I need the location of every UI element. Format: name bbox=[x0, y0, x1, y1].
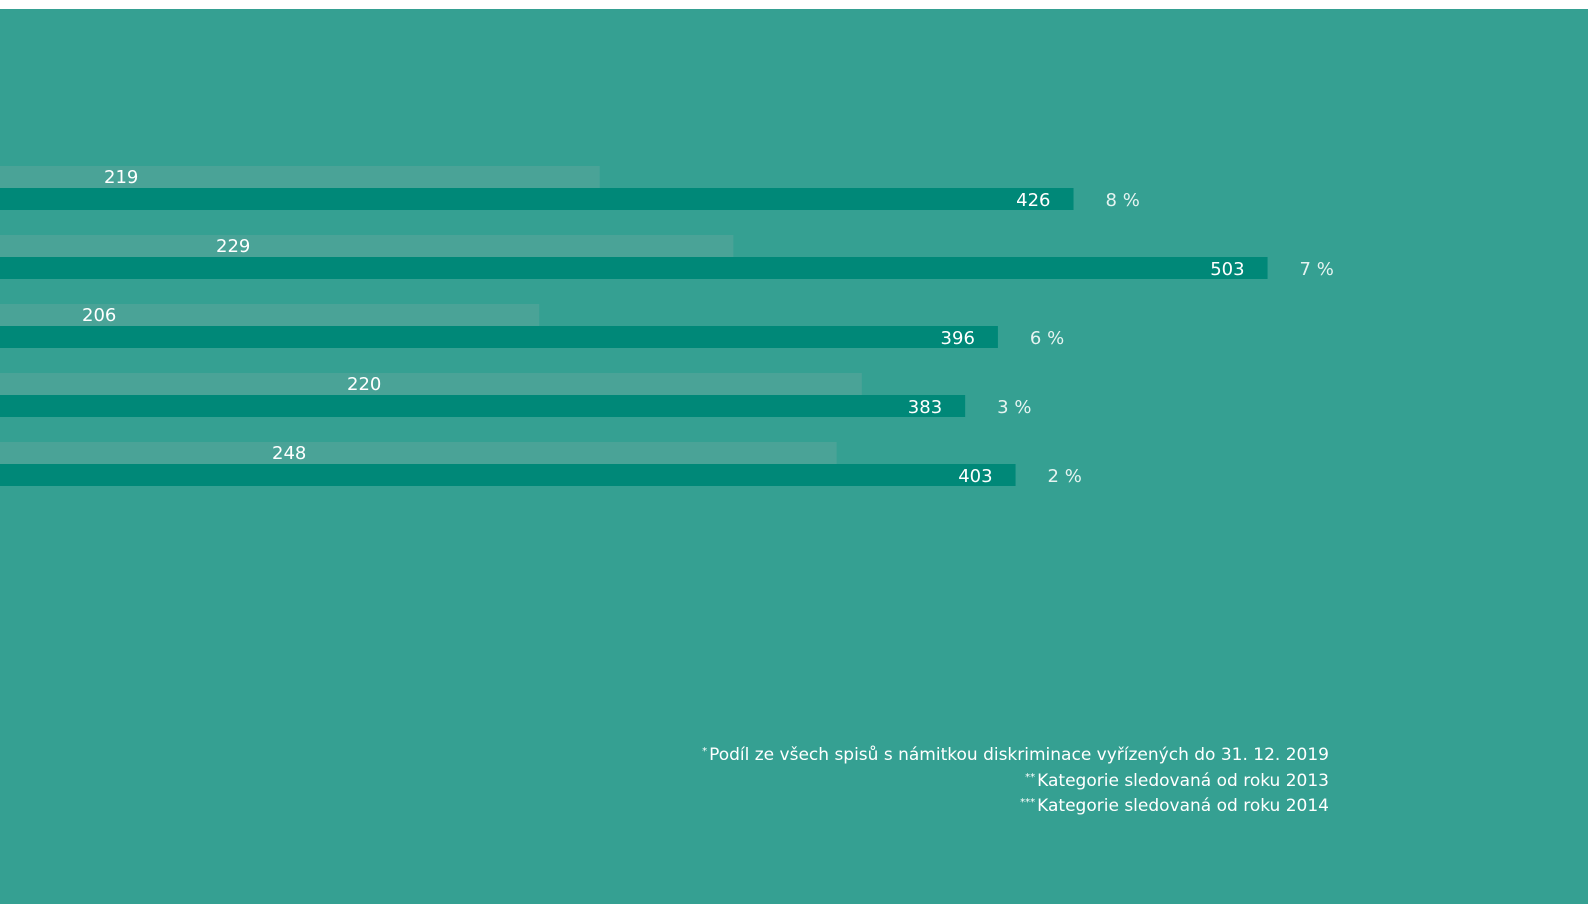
percent-label-2: 7 % bbox=[1300, 259, 1334, 280]
bar-dark-5 bbox=[0, 464, 1016, 486]
bar-dark-label-1: 426 bbox=[1016, 190, 1050, 211]
bar-dark-3 bbox=[0, 326, 998, 348]
percent-label-5: 2 % bbox=[1048, 466, 1082, 487]
footnote-3-mark: *** bbox=[1020, 797, 1036, 808]
chart-panel: 219 426 8 % 229 503 7 % 206 396 6 % 220 383 3 % 248 4… bbox=[0, 9, 1588, 904]
bar-light-label-1: 219 bbox=[104, 167, 138, 188]
bar-light-label-2: 229 bbox=[216, 236, 250, 257]
footnotes: * Podíl ze všech spisů s námitkou diskrim… bbox=[702, 741, 1329, 818]
bar-dark-label-2: 503 bbox=[1210, 259, 1244, 280]
bar-dark-label-4: 383 bbox=[908, 397, 942, 418]
bar-chart: 219 426 8 % 229 503 7 % 206 396 6 % 220 383 3 % 248 4… bbox=[0, 166, 1334, 487]
bar-dark-label-5: 403 bbox=[958, 466, 992, 487]
footnote-1-mark: * bbox=[702, 746, 708, 757]
bar-light-label-5: 248 bbox=[272, 443, 306, 464]
bar-light-3 bbox=[0, 304, 540, 326]
bar-dark-2 bbox=[0, 257, 1268, 279]
bar-light-4 bbox=[0, 373, 862, 395]
bar-light-label-4: 220 bbox=[347, 374, 381, 395]
footnote-2: ** Kategorie sledovaná od roku 2013 bbox=[702, 767, 1329, 793]
bar-light-5 bbox=[0, 442, 837, 464]
footnote-3-text: Kategorie sledovaná od roku 2014 bbox=[1037, 796, 1329, 816]
bar-light-1 bbox=[0, 166, 600, 188]
percent-label-1: 8 % bbox=[1106, 190, 1140, 211]
percent-label-3: 6 % bbox=[1030, 328, 1064, 349]
bar-light-label-3: 206 bbox=[82, 305, 116, 326]
footnote-1: * Podíl ze všech spisů s námitkou diskrim… bbox=[702, 741, 1329, 767]
percent-label-4: 3 % bbox=[997, 397, 1031, 418]
bar-dark-label-3: 396 bbox=[941, 328, 975, 349]
bar-dark-1 bbox=[0, 188, 1074, 210]
bar-light-2 bbox=[0, 235, 734, 257]
footnote-1-text: Podíl ze všech spisů s námitkou diskrimi… bbox=[709, 745, 1329, 765]
footnote-2-text: Kategorie sledovaná od roku 2013 bbox=[1037, 770, 1329, 791]
bar-dark-4 bbox=[0, 395, 966, 417]
footnote-2-mark: ** bbox=[1025, 771, 1036, 783]
footnote-3: *** Kategorie sledovaná od roku 2014 bbox=[702, 792, 1329, 818]
